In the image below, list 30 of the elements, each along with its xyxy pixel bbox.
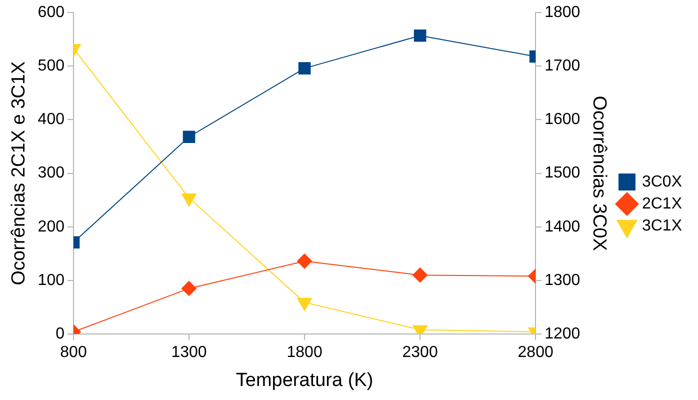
point [298, 62, 311, 74]
x-tick-label: 2800 [518, 344, 554, 362]
y-tick-label: 500 [38, 58, 65, 75]
y2-tick-label: 1300 [544, 272, 580, 289]
y2-axis-title: Ocorrências 3C0X [588, 96, 610, 252]
x-tick-label: 800 [60, 344, 87, 362]
y-axis-title: Ocorrências 2C1X e 3C1X [8, 61, 30, 286]
y2-tick-label: 1600 [544, 111, 580, 128]
legend-label: 2C1X [642, 195, 682, 212]
y-tick-label: 400 [38, 111, 65, 128]
point [182, 130, 196, 144]
y2-tick-label: 1400 [544, 218, 580, 236]
x-tick-label: 2300 [402, 344, 438, 362]
point [182, 280, 197, 296]
x-tick-label: 1800 [286, 344, 322, 362]
point [414, 29, 426, 42]
y-tick-label: 200 [38, 218, 65, 236]
y2-tick-label: 1500 [544, 164, 580, 182]
y-tick-label: 300 [38, 164, 65, 182]
y-tick-label: 0 [56, 325, 65, 342]
legend-label: 3C0X [642, 173, 682, 190]
point [297, 254, 312, 269]
y2-tick-label: 1200 [544, 325, 580, 342]
y2-tick-label: 1800 [544, 4, 580, 22]
y2-tick-label: 1700 [544, 58, 580, 75]
x-axis-title: Temperatura (K) [236, 370, 374, 391]
legend-label: 3C1X [642, 217, 682, 234]
y-tick-label: 100 [38, 272, 65, 289]
y-tick-label: 600 [38, 4, 65, 22]
x-tick-label: 1300 [171, 344, 207, 362]
